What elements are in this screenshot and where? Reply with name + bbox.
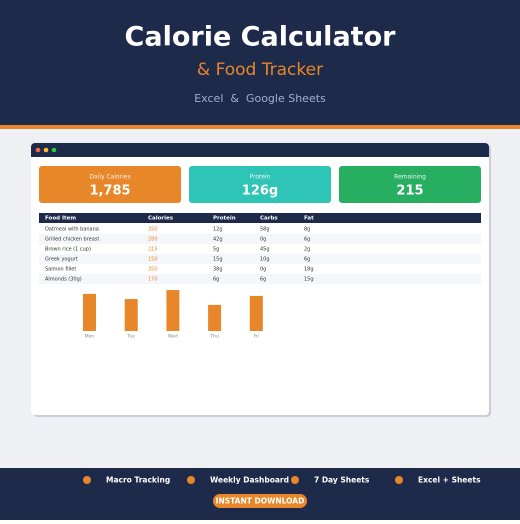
table-cell: 42g (213, 237, 223, 243)
window-bar (31, 143, 489, 157)
feature-icon (187, 476, 195, 484)
download-button[interactable] (213, 494, 307, 508)
bar (124, 299, 138, 331)
table-cell: 38g (213, 267, 223, 273)
column-header: Protein (213, 216, 236, 222)
x-tick-label: Tue (126, 334, 135, 340)
table-cell: 15g (304, 277, 314, 283)
table-cell: 2g (304, 247, 310, 253)
window-dot (43, 147, 49, 153)
feature-icon (291, 476, 299, 484)
feature-icon (83, 476, 91, 484)
header-stripe (0, 125, 520, 129)
table-cell: Grilled chicken breast (45, 237, 99, 243)
table-cell: Brown rice (1 cup) (45, 247, 91, 253)
table-cell: 350 (148, 267, 158, 273)
feature-label: Macro Tracking (106, 476, 170, 485)
table-cell: 12g (213, 227, 223, 233)
table-cell: 8g (304, 227, 310, 233)
stat-label: Protein (249, 174, 270, 181)
feature-label: 7 Day Sheets (314, 476, 370, 485)
table-cell: 170 (148, 277, 158, 283)
table-cell: 45g (260, 247, 270, 253)
table-cell: Salmon fillet (45, 267, 76, 273)
table-cell: 215 (148, 247, 158, 253)
table-cell: 0g (260, 267, 266, 273)
stat-label: Daily Calories (89, 174, 130, 181)
table-cell: Oatmeal with banana (45, 227, 99, 233)
row-stripe (39, 254, 481, 264)
feature-label: Weekly Dashboard (210, 476, 289, 485)
row-stripe (39, 274, 481, 284)
column-header: Carbs (260, 216, 278, 222)
table-cell: 18g (304, 267, 314, 273)
table-cell: 350 (148, 227, 158, 233)
x-tick-label: Thu (209, 334, 219, 340)
table-cell: 0g (260, 237, 266, 243)
bar (208, 304, 222, 331)
x-tick-label: Mon (85, 334, 95, 340)
feature-label: Excel + Sheets (418, 476, 481, 485)
stat-value: 1,785 (89, 184, 130, 199)
column-header: Fat (304, 216, 314, 222)
table-cell: 6g (260, 277, 266, 283)
table-cell: Almonds (30g) (45, 277, 82, 283)
bar (249, 295, 263, 331)
x-tick-label: Wed (168, 334, 178, 340)
stat-value: 215 (396, 184, 423, 199)
column-header: Calories (148, 216, 174, 222)
table-cell: 5g (213, 247, 219, 253)
window-dot (51, 147, 57, 153)
row-stripe (39, 234, 481, 244)
stat-label: Remaining (394, 174, 426, 181)
subtitle: & Food Tracker (197, 60, 323, 80)
bar (83, 293, 96, 331)
table-cell: 6g (304, 237, 310, 243)
table-cell: 150 (148, 257, 158, 263)
table-cell: 10g (260, 257, 270, 263)
header-band (0, 0, 520, 125)
bar (166, 290, 180, 331)
stat-card (39, 166, 181, 203)
table-cell: 6g (304, 257, 310, 263)
button-label: INSTANT DOWNLOAD (216, 497, 305, 506)
feature-icon (395, 476, 403, 484)
tagline: Excel & Google Sheets (194, 92, 326, 105)
stat-value: 126g (242, 184, 278, 199)
table-cell: 58g (260, 227, 270, 233)
x-tick-label: Fri (254, 334, 259, 340)
stat-card (339, 166, 481, 203)
table-cell: 280 (148, 237, 158, 243)
column-header: Food Item (45, 216, 76, 222)
table-cell: Greek yogurt (45, 257, 78, 263)
table-cell: 6g (213, 277, 219, 283)
stat-card (189, 166, 331, 203)
table-header (39, 213, 481, 223)
table-cell: 15g (213, 257, 223, 263)
window-dot (35, 147, 41, 153)
title: Calorie Calculator (125, 22, 397, 53)
